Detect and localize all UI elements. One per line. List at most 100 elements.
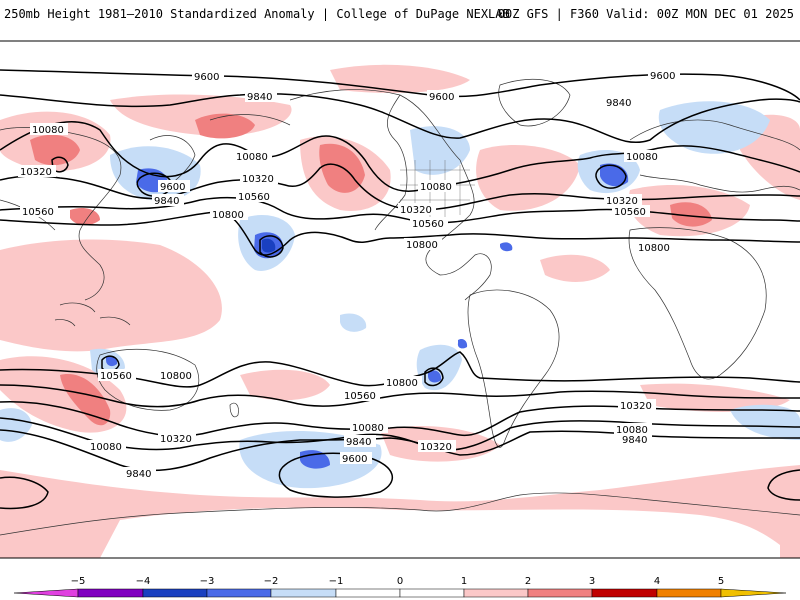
contour-label: 10560 — [412, 219, 444, 230]
contour-label: 10080 — [236, 152, 268, 163]
contour-label: 10320 — [400, 205, 432, 216]
continent-antarctica — [0, 492, 800, 536]
anomaly-negative-area — [658, 101, 770, 154]
contour-label: 10560 — [100, 371, 132, 382]
anomaly-positive-area — [330, 64, 470, 93]
continent-australia — [96, 348, 200, 411]
legend-tick: −5 — [71, 576, 86, 587]
contour-label: 10320 — [242, 174, 274, 185]
anomaly-positive-area — [540, 254, 610, 282]
contour-label: 10560 — [238, 192, 270, 203]
contour-label: 9600 — [429, 92, 454, 103]
contour-label: 9600 — [342, 454, 367, 465]
legend-bin — [591, 588, 658, 598]
contour-9840 — [0, 93, 800, 144]
contour-label: 10800 — [160, 371, 192, 382]
legend-tick: −4 — [136, 576, 151, 587]
legend-tick: 3 — [589, 576, 595, 587]
contour-9600-sh — [767, 469, 800, 501]
contour-labels: 9600 9600 9600 9600 9600 9840 9840 9840 … — [18, 69, 680, 480]
contour-label: 10560 — [22, 207, 54, 218]
continent-europe — [629, 119, 800, 193]
continent-africa — [628, 227, 767, 380]
legend-tick: 0 — [397, 576, 403, 587]
anomaly-negative-area — [416, 344, 462, 391]
legend-tick: −2 — [264, 576, 279, 587]
contour-label: 9600 — [650, 71, 675, 82]
contour-label: 10800 — [212, 210, 244, 221]
continent-south-america — [467, 289, 560, 448]
anomaly-positive-area — [0, 239, 222, 352]
contour-closed-low — [595, 164, 627, 189]
contour-10800-sh — [0, 351, 800, 388]
contour-10320-sh — [0, 400, 800, 437]
legend-tick-labels: −5 −4 −3 −2 −1 0 1 2 3 4 5 — [71, 576, 725, 587]
contour-label: 10560 — [614, 207, 646, 218]
chart-title: 250mb Height 1981–2010 Standardized Anom… — [4, 7, 510, 21]
anomaly-map: 9600 9600 9600 9600 9600 9840 9840 9840 … — [0, 40, 800, 559]
anomaly-positive-area — [240, 369, 330, 401]
legend-bin — [335, 588, 401, 598]
contour-label: 10320 — [606, 196, 638, 207]
contour-label: 10080 — [90, 442, 122, 453]
contour-label: 10560 — [344, 391, 376, 402]
contour-label: 10320 — [620, 401, 652, 412]
contour-10320 — [0, 163, 800, 211]
legend-bin — [527, 588, 593, 598]
anomaly-colorbar: −5 −4 −3 −2 −1 0 1 2 3 4 5 — [13, 576, 787, 598]
contour-label: 10800 — [638, 243, 670, 254]
anomaly-negative-core — [106, 355, 118, 367]
legend-tick: −1 — [329, 576, 344, 587]
anomaly-negative-core — [500, 242, 513, 252]
islands-indonesia — [54, 302, 131, 327]
contour-label: 10800 — [386, 378, 418, 389]
legend-bin — [13, 588, 79, 598]
anomaly-positive-core — [70, 208, 100, 226]
legend-tick: 5 — [718, 576, 724, 587]
contour-label: 9840 — [154, 196, 179, 207]
legend-tick: 2 — [525, 576, 531, 587]
legend-tick: 4 — [654, 576, 660, 587]
contour-closed-low — [424, 367, 444, 387]
legend-bin — [399, 588, 465, 598]
contour-10560-sh — [0, 384, 800, 408]
contour-label: 10800 — [406, 240, 438, 251]
anomaly-negative-core — [261, 238, 276, 253]
legend-bin — [77, 588, 144, 598]
anomaly-positive-core — [60, 374, 111, 426]
anomaly-positive-core — [30, 134, 80, 166]
legend-bin — [206, 588, 272, 598]
contour-label: 9840 — [622, 435, 647, 446]
legend-tick: 1 — [461, 576, 467, 587]
contour-label: 9600 — [160, 182, 185, 193]
contour-10080-sh — [0, 417, 800, 451]
legend-tick: −3 — [200, 576, 215, 587]
legend-bin — [142, 588, 208, 598]
contour-label: 10080 — [626, 152, 658, 163]
contour-label: 9600 — [194, 72, 219, 83]
legend-bin — [463, 588, 529, 598]
anomaly-negative-area — [730, 404, 800, 440]
contour-label: 9840 — [126, 469, 151, 480]
contour-9600-sh — [278, 452, 394, 498]
legend-bin — [656, 588, 722, 598]
continent-greenland — [498, 78, 571, 127]
island-new-zealand — [229, 402, 239, 418]
contour-label: 9840 — [247, 92, 272, 103]
contour-10800 — [0, 211, 800, 256]
contour-label: 9840 — [346, 437, 371, 448]
anomaly-positive-core — [670, 202, 712, 227]
contour-closed-low — [51, 156, 69, 173]
legend-color-bins — [13, 588, 787, 598]
contour-label: 10080 — [352, 423, 384, 434]
legend-bin — [720, 588, 787, 598]
contour-label: 10320 — [20, 167, 52, 178]
coastlines — [0, 78, 800, 536]
anomaly-negative-core — [457, 338, 468, 349]
positive-anomaly-shading — [0, 64, 800, 558]
contour-label: 10320 — [420, 442, 452, 453]
anomaly-negative-core — [428, 370, 442, 383]
contour-label: 10320 — [160, 434, 192, 445]
contour-label: 10080 — [616, 425, 648, 436]
contour-label: 10080 — [32, 125, 64, 136]
